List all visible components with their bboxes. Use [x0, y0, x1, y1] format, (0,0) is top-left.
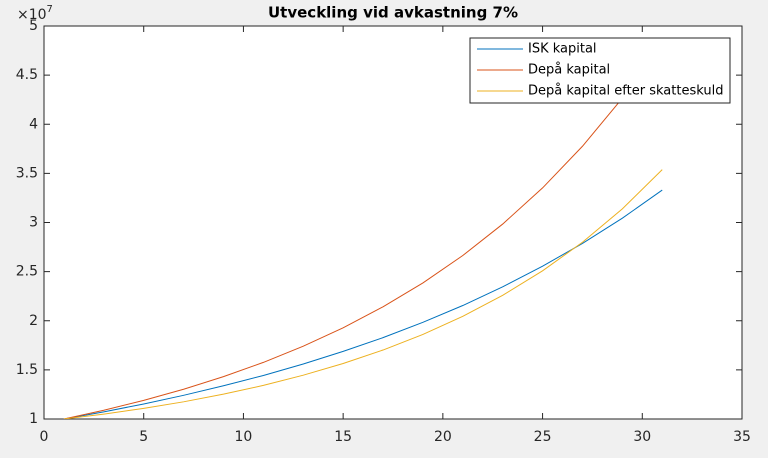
y-multiplier: ×107	[17, 4, 53, 23]
legend: ISK kapital Depå kapital Depå kapital efte…	[469, 37, 731, 104]
y-multiplier-base: ×10	[17, 7, 47, 23]
legend-label: ISK kapital	[528, 42, 597, 57]
x-tick-label: 20	[434, 429, 452, 445]
x-tick-label: 35	[733, 429, 751, 445]
y-tick-label: 3.5	[16, 165, 38, 181]
y-tick-label: 2	[29, 313, 38, 329]
x-tick-label: 5	[139, 429, 148, 445]
chart-title: Utveckling vid avkastning 7%	[268, 4, 518, 22]
y-tick-label: 5	[29, 18, 38, 34]
y-tick-label: 1	[29, 411, 38, 427]
series-line	[63, 169, 663, 419]
y-multiplier-exponent: 7	[47, 4, 53, 15]
legend-label: Depå kapital efter skatteskuld	[528, 84, 723, 99]
y-tick-label: 3	[29, 215, 38, 231]
y-tick-label: 4	[29, 116, 38, 132]
x-tick-label: 0	[40, 429, 49, 445]
legend-label: Depå kapital	[528, 63, 610, 78]
x-tick-label: 10	[235, 429, 253, 445]
x-tick-label: 15	[334, 429, 352, 445]
series-line	[63, 189, 663, 419]
lines	[63, 42, 663, 419]
series-line	[63, 42, 663, 419]
x-tick-label: 25	[534, 429, 552, 445]
y-tick-label: 2.5	[16, 264, 38, 280]
x-tick-label: 30	[633, 429, 651, 445]
y-tick-label: 1.5	[16, 362, 38, 378]
y-tick-label: 4.5	[16, 67, 38, 83]
